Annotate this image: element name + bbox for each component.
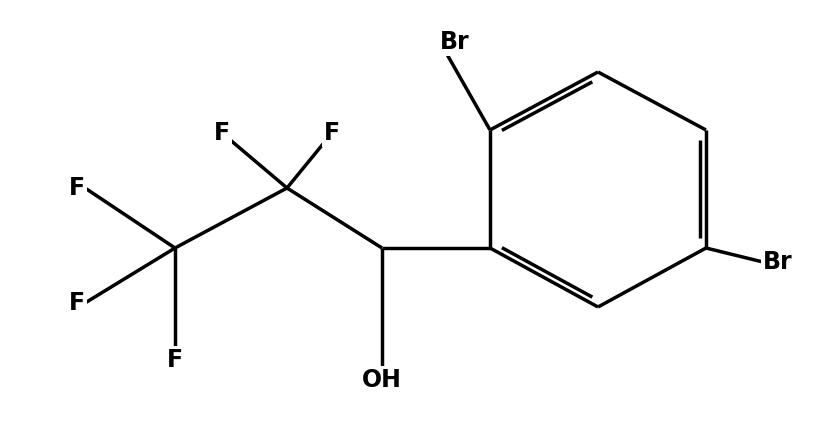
Text: Br: Br [440,30,469,54]
Text: F: F [69,176,85,200]
Text: F: F [69,291,85,315]
Text: Br: Br [763,250,793,274]
Text: F: F [324,121,340,145]
Text: OH: OH [362,368,402,392]
Text: F: F [167,348,183,372]
Text: F: F [214,121,230,145]
